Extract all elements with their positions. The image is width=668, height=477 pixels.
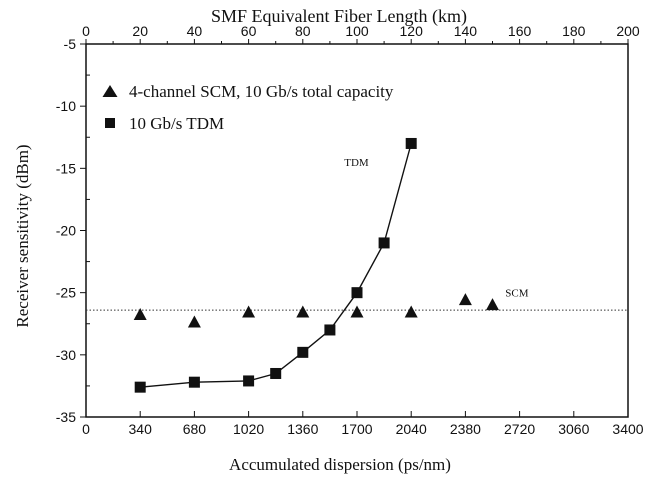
tdm-square-marker — [134, 381, 146, 393]
scm-triangle-marker — [404, 305, 418, 318]
y-tick-label: -10 — [56, 98, 76, 114]
scm-triangle-marker — [133, 308, 147, 321]
legend-triangle-icon — [102, 85, 118, 97]
plot-frame — [85, 43, 629, 418]
legend-square-icon — [105, 118, 115, 128]
legend-label-tdm: 10 Gb/s TDM — [129, 114, 224, 133]
x-tick-label: 2720 — [504, 421, 535, 437]
top-tick-label: 0 — [82, 23, 90, 39]
top-tick-label: 180 — [562, 23, 586, 39]
y-tick-label: -20 — [56, 223, 76, 239]
bottom-axis-ticks: 0 340 680 1020 1360 1700 2040 2380 2720 3060 3400 — [82, 411, 644, 437]
y-tick-label: -5 — [64, 36, 77, 52]
top-tick-label: 160 — [508, 23, 532, 39]
x-tick-label: 680 — [183, 421, 207, 437]
x-tick-label: 340 — [129, 421, 153, 437]
scm-triangle-marker — [486, 298, 499, 311]
x-tick-label: 1360 — [287, 421, 318, 437]
top-tick-label: 140 — [454, 23, 478, 39]
top-tick-label: 200 — [616, 23, 640, 39]
annotations: TDM SCM — [344, 157, 528, 300]
y-axis-label: Receiver sensitivity (dBm) — [13, 144, 32, 327]
scm-triangle-marker — [458, 293, 472, 306]
tdm-square-marker — [351, 287, 363, 299]
legend: 4-channel SCM, 10 Gb/s total capacity 10… — [102, 82, 394, 133]
top-tick-label: 80 — [295, 23, 311, 39]
y-axis-ticks: -5 -10 -15 -20 -25 -30 -35 — [56, 36, 90, 425]
y-tick-label: -15 — [56, 160, 76, 176]
tdm-square-marker — [405, 137, 417, 149]
top-tick-label: 120 — [400, 23, 424, 39]
x-tick-label: 1020 — [233, 421, 264, 437]
y-tick-label: -35 — [56, 409, 76, 425]
tdm-square-marker — [188, 376, 200, 388]
top-tick-label: 20 — [132, 23, 148, 39]
scm-triangle-marker — [187, 315, 201, 328]
tdm-square-marker — [297, 346, 309, 358]
x-axis-label: Accumulated dispersion (ps/nm) — [229, 455, 451, 474]
tdm-square-marker — [243, 375, 255, 387]
x-tick-label: 1700 — [341, 421, 372, 437]
x-tick-label: 2040 — [396, 421, 427, 437]
tdm-connecting-line — [140, 143, 412, 388]
scm-triangle-marker — [242, 305, 256, 318]
top-axis-title: SMF Equivalent Fiber Length (km) — [211, 6, 467, 27]
top-tick-label: 100 — [345, 23, 369, 39]
x-tick-label: 3060 — [558, 421, 589, 437]
y-tick-label: -30 — [56, 347, 76, 363]
top-axis-ticks: 0 20 40 60 80 100 120 140 160 180 200 — [82, 23, 640, 44]
scm-triangle-marker — [296, 305, 310, 318]
y-tick-label: -25 — [56, 285, 76, 301]
x-tick-label: 0 — [82, 421, 90, 437]
tdm-square-marker — [378, 237, 390, 249]
top-tick-label: 60 — [241, 23, 257, 39]
legend-label-scm: 4-channel SCM, 10 Gb/s total capacity — [129, 82, 394, 101]
annotation-label: TDM — [344, 157, 369, 169]
data-markers — [133, 137, 499, 393]
x-tick-label: 3400 — [612, 421, 643, 437]
annotation-label: SCM — [505, 287, 528, 299]
top-tick-label: 40 — [187, 23, 203, 39]
tdm-square-marker — [270, 367, 282, 379]
scm-triangle-marker — [350, 305, 364, 318]
x-tick-label: 2380 — [450, 421, 481, 437]
tdm-square-marker — [324, 324, 336, 336]
